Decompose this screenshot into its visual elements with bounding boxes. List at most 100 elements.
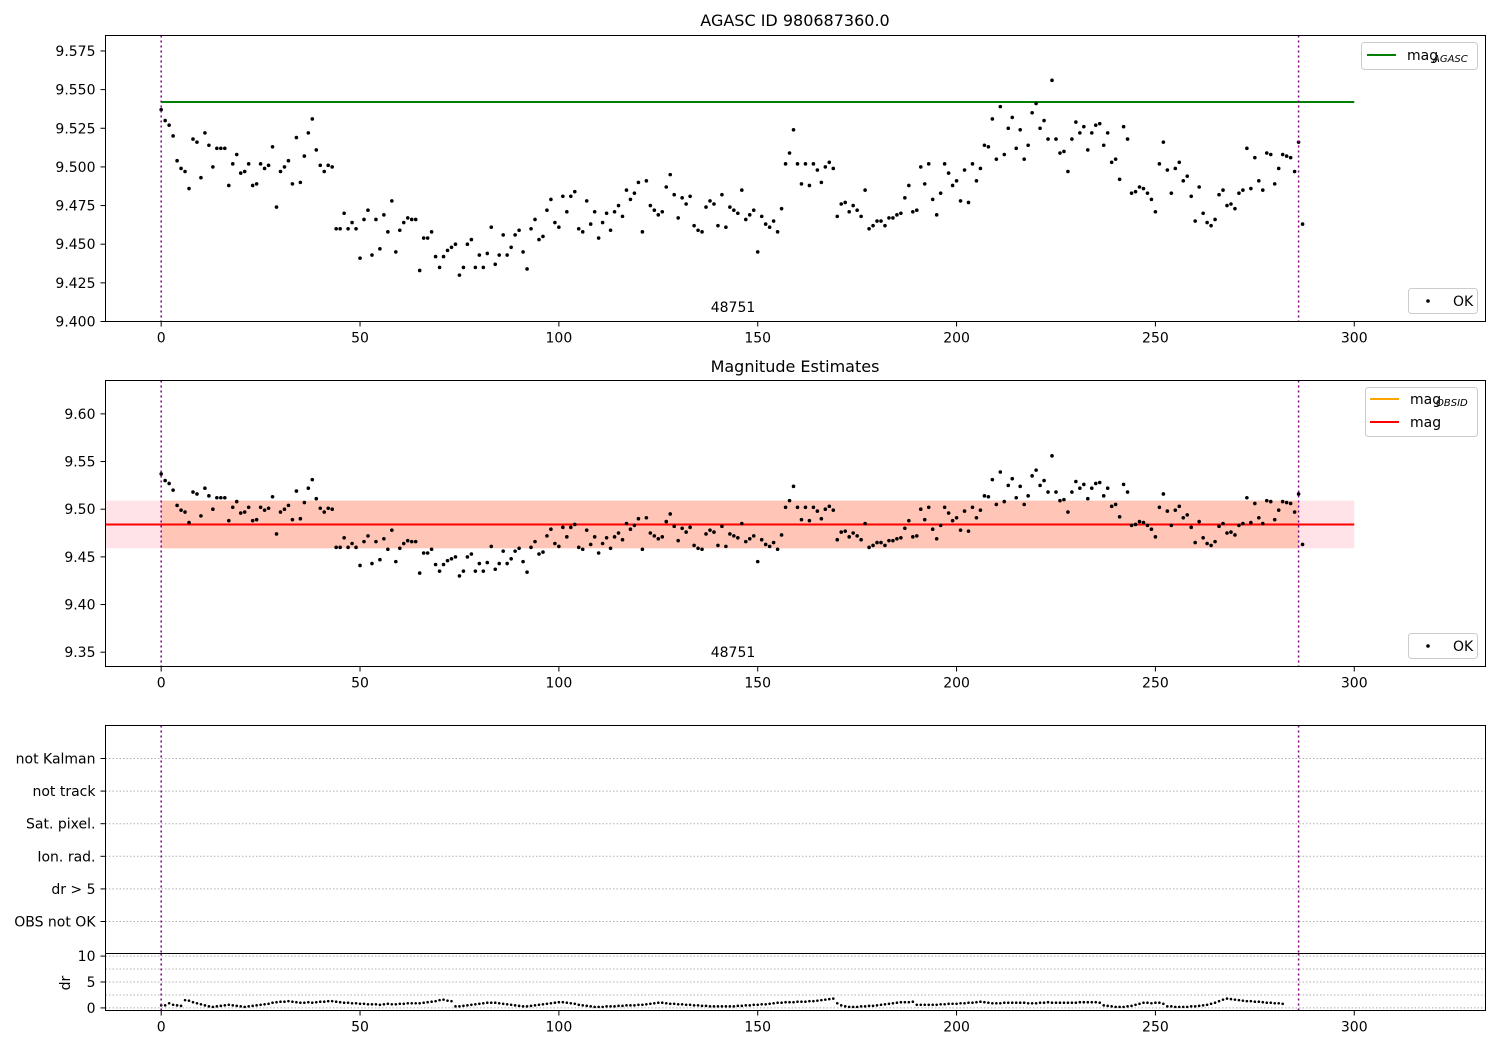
data-point	[541, 234, 545, 239]
data-point	[1022, 502, 1026, 507]
data-point	[262, 166, 267, 171]
data-point	[1014, 146, 1019, 151]
dr-point	[326, 999, 330, 1003]
dr-point	[513, 1004, 517, 1007]
dr-point	[903, 1000, 907, 1004]
dr-point	[235, 1004, 239, 1008]
data-point	[863, 521, 867, 526]
panel2-x-axis: 0 50 100 150 200 250 300	[157, 666, 1368, 692]
dr-point	[1026, 1001, 1030, 1005]
data-point	[970, 162, 975, 166]
y-tick-label: 9.425	[55, 276, 95, 292]
dr-point	[549, 1001, 553, 1005]
data-point	[994, 157, 999, 161]
data-point	[1137, 185, 1142, 189]
data-point	[907, 518, 911, 523]
dr-point	[637, 1003, 640, 1007]
data-point	[171, 134, 175, 138]
dr-point	[430, 1000, 433, 1003]
data-point	[1002, 499, 1007, 504]
data-point	[266, 506, 271, 511]
data-point	[1014, 495, 1019, 500]
data-point	[183, 169, 187, 174]
x-tick-label: 250	[1142, 676, 1169, 692]
data-point	[795, 505, 800, 510]
dr-point	[569, 1001, 573, 1005]
data-point	[226, 183, 231, 188]
dr-point	[1086, 1000, 1090, 1004]
dr-point	[195, 1001, 199, 1005]
data-point	[211, 165, 215, 169]
panel1-legend-upper: mag AGASC	[1361, 42, 1478, 70]
data-point	[1173, 166, 1178, 171]
data-point	[664, 185, 669, 189]
dr-point	[1269, 1001, 1273, 1005]
data-point	[1074, 120, 1078, 124]
data-point	[183, 510, 187, 514]
dr-point	[422, 1001, 425, 1005]
data-point	[1197, 185, 1201, 189]
dr-point	[907, 1000, 911, 1004]
flag-label: Sat. pixel.	[26, 817, 95, 833]
data-point	[481, 569, 486, 573]
data-point	[883, 223, 887, 228]
data-point	[779, 533, 784, 537]
data-point	[1249, 186, 1253, 191]
dr-point	[987, 1001, 990, 1005]
dr-point	[1094, 1000, 1098, 1004]
dr-point	[1257, 1000, 1261, 1003]
dr-point	[1142, 1001, 1145, 1005]
y-tick-label: 9.60	[64, 407, 95, 423]
data-point	[215, 146, 219, 151]
dr-point	[418, 1001, 421, 1005]
data-point	[1030, 474, 1034, 478]
x-tick-label: 50	[351, 1020, 369, 1036]
data-point	[549, 197, 553, 202]
data-point	[576, 545, 581, 550]
data-point	[660, 535, 665, 539]
data-point	[644, 179, 649, 183]
data-point	[632, 191, 637, 195]
data-point	[330, 507, 334, 512]
dr-point	[728, 1005, 732, 1008]
data-point	[529, 545, 533, 550]
data-point	[489, 225, 494, 229]
data-point	[759, 214, 764, 219]
flag-label: dr > 5	[51, 882, 95, 898]
dr-point	[1281, 1002, 1284, 1006]
dr-point	[915, 1003, 919, 1007]
data-point	[509, 245, 513, 250]
dr-point	[1074, 1001, 1078, 1005]
data-point	[1046, 137, 1050, 141]
dr-point	[362, 1002, 366, 1006]
data-point	[195, 492, 199, 496]
data-point	[378, 247, 382, 251]
data-point	[1006, 126, 1011, 131]
data-point	[624, 521, 629, 526]
dr-point	[394, 1002, 398, 1006]
dr-point	[716, 1005, 720, 1008]
panel4-y-axis: 0 5 10	[78, 949, 106, 1017]
data-point	[545, 534, 549, 538]
dr-point	[1233, 998, 1237, 1001]
data-point	[903, 526, 907, 531]
dr-point	[835, 1001, 839, 1005]
data-point	[572, 522, 577, 527]
data-point	[755, 250, 760, 254]
data-point	[867, 226, 871, 231]
dr-point	[501, 1002, 505, 1006]
dr-point	[314, 1000, 318, 1004]
dr-point	[561, 1000, 565, 1004]
dr-point	[1241, 999, 1245, 1002]
data-point	[346, 545, 350, 550]
dr-point	[398, 1002, 402, 1006]
data-point	[1082, 482, 1086, 487]
data-point	[1062, 149, 1066, 154]
dr-point	[489, 1001, 493, 1005]
dr-point	[1162, 1002, 1165, 1006]
dr-point	[760, 1002, 763, 1006]
data-point	[338, 545, 342, 550]
data-point	[751, 208, 756, 212]
data-point	[437, 265, 442, 270]
data-point	[612, 535, 617, 539]
